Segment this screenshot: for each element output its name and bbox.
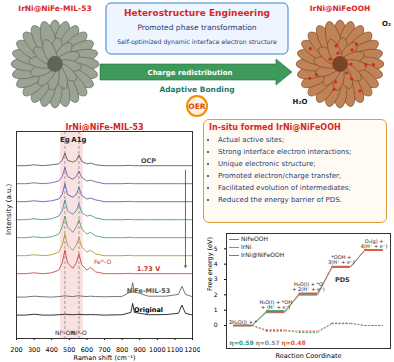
svg-text:Charge redistribution: Charge redistribution	[148, 69, 233, 77]
svg-text:η=0.48: η=0.48	[282, 339, 306, 347]
svg-text:Reaction Coordinate: Reaction Coordinate	[276, 352, 342, 360]
svg-text:Eg: Eg	[60, 136, 70, 144]
svg-text:*OOH +3(H⁺ + e⁻): *OOH +3(H⁺ + e⁻)	[328, 254, 355, 265]
svg-text:Free energy (eV): Free energy (eV)	[206, 237, 214, 291]
svg-text:Intensity (a.u.): Intensity (a.u.)	[5, 183, 13, 235]
svg-text:H₂O(l) + *O+ 2(H⁺ + e⁻): H₂O(l) + *O+ 2(H⁺ + e⁻)	[292, 281, 324, 292]
svg-text:O₂: O₂	[382, 20, 391, 28]
svg-text:1.73 V: 1.73 V	[137, 265, 160, 273]
html-text:Strong interface electron inte: Strong interface electron interactions;	[218, 148, 352, 156]
svg-text:1000: 1000	[149, 346, 166, 354]
svg-text:400: 400	[45, 346, 57, 354]
svg-text:PDS: PDS	[335, 276, 350, 284]
svg-text:IrNi@NiFe-MIL-53: IrNi@NiFe-MIL-53	[18, 4, 91, 13]
svg-text:200: 200	[10, 346, 22, 354]
html-text:IrNi: IrNi	[241, 243, 252, 250]
svg-text:800: 800	[115, 346, 129, 355]
svg-text:700: 700	[98, 346, 111, 355]
html-text:Promoted electron/charge trans: Promoted electron/charge transfer;	[218, 172, 342, 180]
svg-text:η=0.57: η=0.57	[256, 339, 280, 347]
svg-text:600: 600	[80, 346, 94, 355]
svg-text:1200: 1200	[184, 346, 200, 354]
svg-text:5: 5	[214, 245, 218, 252]
svg-text:1100: 1100	[167, 346, 184, 354]
html-text:IrNi@NiFeOOH: IrNi@NiFeOOH	[241, 251, 285, 258]
svg-text:A1g: A1g	[71, 136, 86, 144]
svg-text:H₂O: H₂O	[293, 98, 308, 106]
svg-text:OER: OER	[188, 102, 205, 111]
svg-text:Adaptive Bonding: Adaptive Bonding	[159, 85, 234, 94]
svg-text:Niᴵᴵ-O: Niᴵᴵ-O	[71, 329, 87, 336]
svg-text:2H₂O(l) + *: 2H₂O(l) + *	[229, 319, 258, 325]
svg-text:500: 500	[63, 346, 76, 355]
svg-text:Self-optimized dynamic interfa: Self-optimized dynamic interface electro…	[117, 38, 277, 46]
svg-text:OCP: OCP	[141, 157, 156, 165]
html-text:Actual active sites;: Actual active sites;	[218, 136, 285, 144]
html-text:In-situ formed IrNi@NiFeOOH: In-situ formed IrNi@NiFeOOH	[209, 123, 341, 132]
svg-text:IrNi@NiFeOOH: IrNi@NiFeOOH	[310, 4, 371, 13]
svg-text:η=0.59: η=0.59	[230, 339, 254, 347]
svg-text:Niᴵᴵ-OH: Niᴵᴵ-OH	[54, 328, 75, 336]
svg-text:3: 3	[214, 275, 218, 282]
svg-text:Original: Original	[134, 306, 163, 314]
svg-text:IrNi@NiFe-MIL-53: IrNi@NiFe-MIL-53	[65, 123, 143, 132]
svg-text:Promoted phase transformation: Promoted phase transformation	[137, 23, 256, 32]
svg-text:O₂(g) +4(H⁺ + e⁻): O₂(g) +4(H⁺ + e⁻)	[361, 238, 388, 249]
svg-text:H₂O(l) + *OH+ (H⁺ + e⁻): H₂O(l) + *OH+ (H⁺ + e⁻)	[259, 299, 292, 310]
svg-text:1: 1	[214, 306, 218, 313]
svg-text:NiFe-MIL-53: NiFe-MIL-53	[127, 287, 171, 295]
svg-text:Heterostructure Engineering: Heterostructure Engineering	[124, 8, 270, 18]
svg-text:Feᴵᴵᴵ-O: Feᴵᴵᴵ-O	[94, 258, 111, 265]
svg-text:300: 300	[28, 346, 40, 354]
svg-text:0: 0	[214, 321, 218, 328]
svg-text:4: 4	[214, 260, 218, 267]
svg-text:Raman shift (cm⁻¹): Raman shift (cm⁻¹)	[74, 354, 136, 362]
html-text:Reduced the energy barrier of: Reduced the energy barrier of PDS.	[218, 196, 342, 204]
html-text:Unique electronic structure;: Unique electronic structure;	[218, 160, 316, 168]
svg-text:2: 2	[214, 291, 218, 298]
html-text:Facilitated evolution of inter: Facilitated evolution of intermediates;	[218, 184, 351, 192]
svg-text:900: 900	[133, 346, 146, 355]
html-text:NiFeOOH: NiFeOOH	[241, 235, 268, 242]
